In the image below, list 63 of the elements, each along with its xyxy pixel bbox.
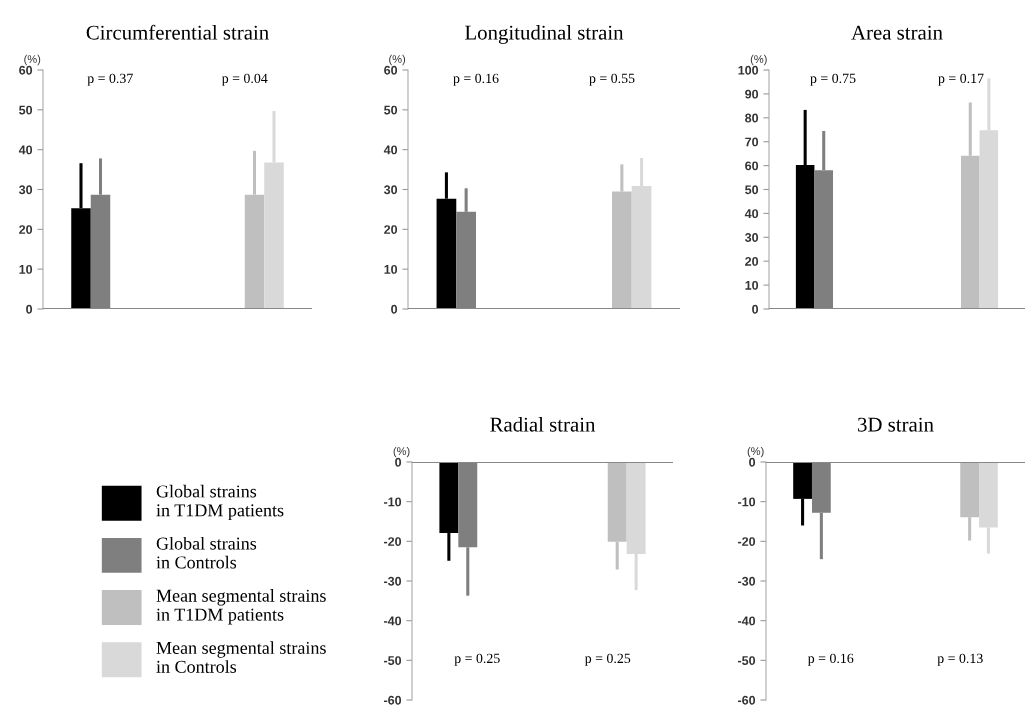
y-tick-label: 20 [745, 257, 759, 266]
y-tick-label: -10 [738, 497, 756, 507]
y-tick-label: -40 [384, 616, 402, 626]
chart-title: Radial strain [490, 416, 596, 432]
y-tick-label: -60 [738, 695, 756, 705]
legend-label: Mean segmental strains in T1DM patients [156, 589, 326, 625]
y-tick-label: -50 [738, 656, 756, 665]
y-axis-title: (%) [389, 54, 406, 66]
y-tick-label: -30 [384, 576, 402, 586]
y-tick-label: 60 [19, 65, 33, 75]
y-tick-label: 90 [745, 89, 759, 99]
annotation: p = 0.16 [453, 73, 499, 86]
annotation: p = 0.25 [584, 653, 631, 666]
y-tick-label: 40 [383, 145, 398, 155]
legend-label: Global strains in Controls [156, 536, 257, 569]
annotation: p = 0.37 [87, 73, 133, 86]
y-tick-label: -20 [738, 537, 756, 546]
y-tick-label: 40 [18, 145, 33, 155]
y-tick-label: 30 [744, 233, 759, 242]
y-tick-label: 20 [384, 225, 398, 234]
chart-title: Circumferential strain [86, 24, 269, 40]
y-tick-label: 50 [384, 105, 398, 115]
y-tick-label: 10 [384, 264, 398, 274]
y-tick-label: 60 [745, 161, 759, 171]
y-tick-label: -60 [384, 695, 402, 705]
y-tick-label: 20 [19, 225, 33, 234]
y-axis-title: (%) [393, 446, 410, 458]
legend-label: Mean segmental strains in Controls [156, 641, 326, 673]
chart-title: Longitudinal strain [465, 24, 624, 44]
annotation: p = 0.75 [810, 73, 856, 86]
y-tick-label: 30 [18, 185, 33, 195]
y-tick-label: 50 [19, 105, 33, 115]
y-tick-label: 0 [752, 304, 759, 314]
annotation: p = 0.16 [807, 653, 854, 666]
y-tick-label: -30 [738, 576, 756, 586]
y-axis-title: (%) [750, 54, 767, 66]
annotation: p = 0.25 [454, 653, 500, 666]
y-axis-title: (%) [747, 446, 764, 458]
annotation: p = 0.17 [938, 73, 984, 86]
legend-label: Global strains in T1DM patients [156, 484, 284, 521]
y-tick-label: 30 [383, 185, 398, 195]
chart-title: Area strain [851, 25, 943, 40]
y-tick-label: 60 [384, 65, 398, 75]
y-tick-label: -40 [738, 616, 756, 626]
y-axis-title: (%) [24, 54, 41, 66]
y-tick-label: 10 [19, 264, 33, 274]
y-tick-label: 40 [744, 209, 759, 219]
y-tick-label: 0 [395, 457, 402, 467]
y-tick-label: 80 [745, 113, 759, 123]
y-tick-label: 100 [738, 65, 759, 75]
y-tick-label: -50 [384, 656, 402, 665]
annotation: p = 0.04 [221, 73, 268, 86]
y-tick-label: 0 [749, 457, 756, 467]
y-tick-label: 70 [745, 137, 759, 147]
y-tick-label: 0 [391, 304, 398, 314]
y-tick-label: -20 [384, 537, 402, 546]
annotation: p = 0.13 [937, 653, 983, 666]
y-tick-label: 10 [745, 280, 759, 290]
y-tick-label: -10 [384, 497, 402, 507]
annotation: p = 0.55 [589, 73, 635, 86]
chart-title: 3D strain [858, 417, 934, 432]
y-tick-label: 50 [745, 185, 759, 195]
y-tick-label: 0 [26, 304, 33, 314]
